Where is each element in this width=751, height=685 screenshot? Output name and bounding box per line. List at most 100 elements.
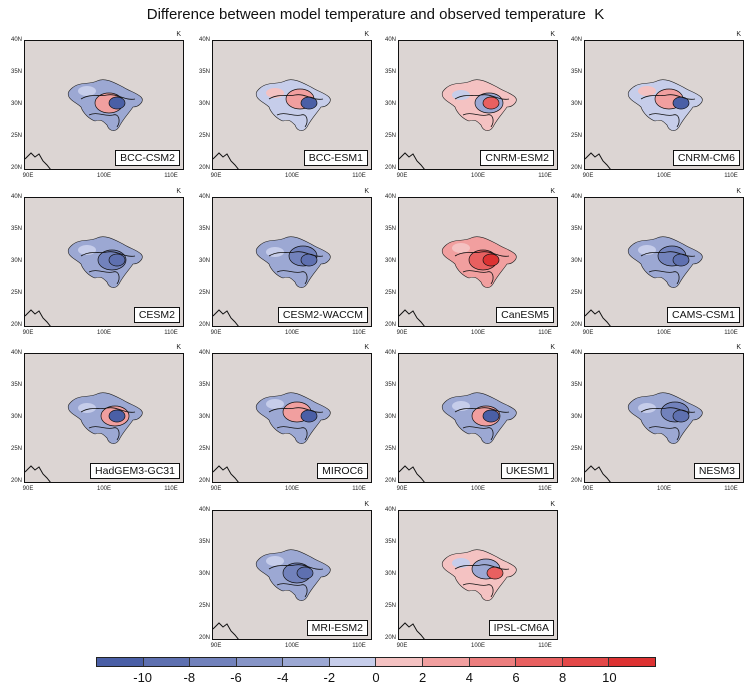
lat-tick-label: 40N — [10, 37, 22, 43]
map-area: BCC-CSM2 — [24, 40, 184, 170]
lon-tick-label: 110E — [352, 643, 366, 649]
lon-tick-label: 110E — [538, 643, 552, 649]
map-area: NESM3 — [584, 353, 744, 483]
lat-tick-label: 40N — [10, 194, 22, 200]
lat-tick-label: 40N — [570, 37, 582, 43]
lon-tick-label: 90E — [210, 643, 222, 649]
lon-tick-label: 110E — [724, 330, 738, 336]
lon-tick-label: 110E — [538, 486, 552, 492]
map-area: HadGEM3-GC31 — [24, 353, 184, 483]
lat-tick-label: 35N — [198, 69, 210, 75]
lat-tick-label: 25N — [570, 133, 582, 139]
panel-unit: K — [550, 501, 555, 508]
panel-unit: K — [176, 344, 181, 351]
panel-unit: K — [176, 31, 181, 38]
coastline — [399, 152, 425, 169]
lon-tick-label: 100E — [96, 330, 111, 336]
model-name-label: MIROC6 — [317, 463, 368, 479]
lat-tick-label: 40N — [10, 350, 22, 356]
lat-tick-label: 25N — [570, 446, 582, 452]
title-text: Difference between model temperature and… — [146, 6, 586, 23]
colorbar — [96, 657, 656, 667]
coastline — [399, 622, 425, 639]
contour-line — [80, 94, 136, 100]
lat-tick-label: 40N — [198, 37, 210, 43]
lon-tick-label: 90E — [396, 486, 408, 492]
lon-tick-label: 110E — [538, 330, 552, 336]
map-panel: K 40N 35N 30N 25N 20N 90E 100E 110E CNRM-CM6 — [571, 31, 744, 179]
lat-tick-label: 25N — [198, 446, 210, 452]
contour-line — [88, 426, 120, 441]
contour-line — [454, 251, 510, 257]
map-area: CESM2 — [24, 197, 184, 327]
colorbar-swatch — [236, 658, 284, 666]
lat-tick-label: 25N — [384, 603, 396, 609]
lon-tick-label: 110E — [538, 173, 552, 179]
coastline — [213, 622, 239, 639]
model-name-label: IPSL-CM6A — [488, 620, 554, 636]
lat-tick-label: 25N — [10, 290, 22, 296]
lat-tick-label: 30N — [198, 414, 210, 420]
lon-tick-label: 110E — [164, 330, 178, 336]
lon-tick-label: 100E — [284, 643, 299, 649]
panel-unit: K — [550, 188, 555, 195]
anomaly-peak — [296, 566, 314, 580]
contour-line — [276, 270, 308, 285]
lat-tick-label: 20N — [10, 478, 22, 484]
colorbar-swatch — [143, 658, 191, 666]
lon-tick-label: 90E — [210, 330, 222, 336]
contour-line — [276, 583, 308, 598]
contour-line — [648, 270, 680, 285]
contour-line — [640, 94, 696, 100]
lat-tick-label: 20N — [570, 322, 582, 328]
lat-tick-label: 25N — [198, 290, 210, 296]
lat-tick-label: 20N — [198, 165, 210, 171]
map-area: CAMS-CSM1 — [584, 197, 744, 327]
map-area: CanESM5 — [398, 197, 558, 327]
contour-line — [80, 407, 136, 413]
lon-tick-label: 100E — [470, 330, 485, 336]
panel-unit: K — [364, 31, 369, 38]
lon-tick-label: 90E — [210, 173, 222, 179]
lon-tick-label: 90E — [22, 486, 34, 492]
colorbar-tick-label: 6 — [512, 670, 520, 685]
lat-tick-label: 40N — [570, 350, 582, 356]
lat-tick-label: 35N — [198, 226, 210, 232]
lat-tick-label: 20N — [10, 165, 22, 171]
contour-line — [454, 94, 510, 100]
contour-line — [648, 426, 680, 441]
lon-tick-label: 90E — [22, 330, 34, 336]
contour-line — [268, 564, 324, 570]
lat-tick-label: 20N — [570, 165, 582, 171]
lat-tick-label: 35N — [570, 382, 582, 388]
colorbar-tick-label: -10 — [133, 670, 153, 685]
title-unit: K — [594, 6, 605, 23]
lat-tick-label: 30N — [384, 258, 396, 264]
panel-unit: K — [364, 188, 369, 195]
colorbar-tick-label: 8 — [559, 670, 567, 685]
panel-unit: K — [736, 188, 741, 195]
lat-tick-label: 30N — [10, 101, 22, 107]
colorbar-swatch — [423, 658, 470, 666]
lon-tick-label: 90E — [210, 486, 222, 492]
map-panel: K 40N 35N 30N 25N 20N 90E 100E 110E BCC-CSM2 — [11, 31, 184, 179]
coastline — [213, 152, 239, 169]
panel-unit: K — [176, 188, 181, 195]
lon-tick-label: 100E — [284, 173, 299, 179]
map-panel: K 40N 35N 30N 25N 20N 90E 100E 110E IPSL-CM6A — [385, 501, 558, 649]
panel-unit: K — [550, 31, 555, 38]
colorbar-tick-label: 2 — [419, 670, 427, 685]
lat-tick-label: 40N — [384, 194, 396, 200]
contour-line — [454, 564, 510, 570]
lon-tick-label: 100E — [284, 486, 299, 492]
lat-tick-label: 25N — [10, 446, 22, 452]
panel-unit: K — [550, 344, 555, 351]
colorbar-tick-label: 4 — [465, 670, 473, 685]
lat-tick-label: 35N — [10, 69, 22, 75]
coastline — [399, 465, 425, 482]
contour-line — [276, 113, 308, 128]
coastline — [213, 465, 239, 482]
lat-tick-label: 25N — [570, 290, 582, 296]
contour-line — [648, 113, 680, 128]
map-panel: K 40N 35N 30N 25N 20N 90E 100E 110E HadGEM3-GC31 — [11, 344, 184, 492]
